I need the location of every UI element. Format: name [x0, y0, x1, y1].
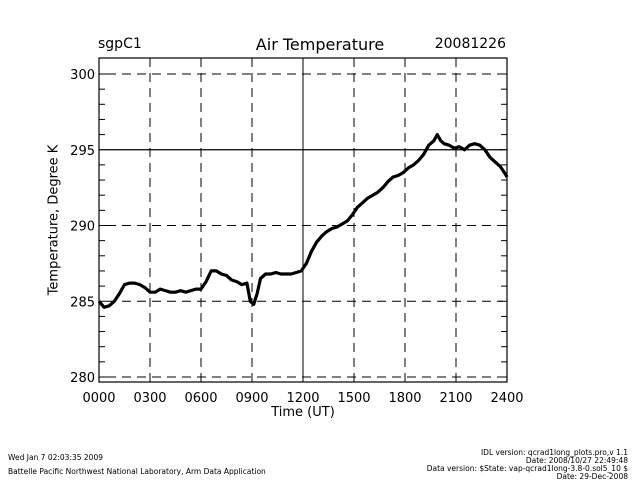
x-tick-label: 1500: [337, 391, 370, 406]
x-tick-label: 0300: [133, 391, 166, 406]
x-tick-label: 1200: [286, 391, 319, 406]
y-tick-label: 290: [70, 220, 95, 235]
run-timestamp: Wed Jan 7 02:03:35 2009: [8, 453, 103, 462]
plot-frame: [98, 57, 508, 383]
x-axis-label: Time (UT): [271, 405, 335, 420]
organization-credit: Battelle Pacific Northwest National Labo…: [8, 467, 266, 476]
x-tick-label: 0900: [235, 391, 268, 406]
data-version: Data version: $State: vap-qcrad1long-3.8…: [426, 464, 628, 473]
axis-ticks: [99, 73, 507, 378]
idl-date: Date: 2008/10/27 22:49:48: [525, 456, 628, 465]
series-line-air-temperature: [97, 133, 509, 309]
y-tick-label: 300: [70, 68, 95, 83]
gridlines: [99, 58, 507, 382]
x-tick-label: 2100: [439, 391, 472, 406]
y-axis-label: Temperature, Degree K: [46, 144, 62, 296]
tick-labels: 0000 0300 0600 0900 1200 1500 1800 2100 2400 280 2…: [70, 68, 523, 406]
x-tick-label: 2400: [490, 391, 523, 406]
y-tick-label: 285: [70, 295, 95, 310]
y-tick-label: 295: [70, 144, 95, 159]
data-date: Date: 29-Dec-2008: [556, 472, 628, 481]
date-label: 20081226: [434, 36, 506, 52]
x-tick-label: 0600: [184, 391, 217, 406]
y-tick-label: 280: [70, 371, 95, 386]
idl-version: IDL version: qcrad1long_plots.pro,v 1.1: [480, 448, 628, 457]
site-label: sgpC1: [98, 36, 142, 52]
x-tick-label: 0000: [82, 391, 115, 406]
x-tick-label: 1800: [388, 391, 421, 406]
chart-title: Air Temperature: [255, 35, 385, 54]
